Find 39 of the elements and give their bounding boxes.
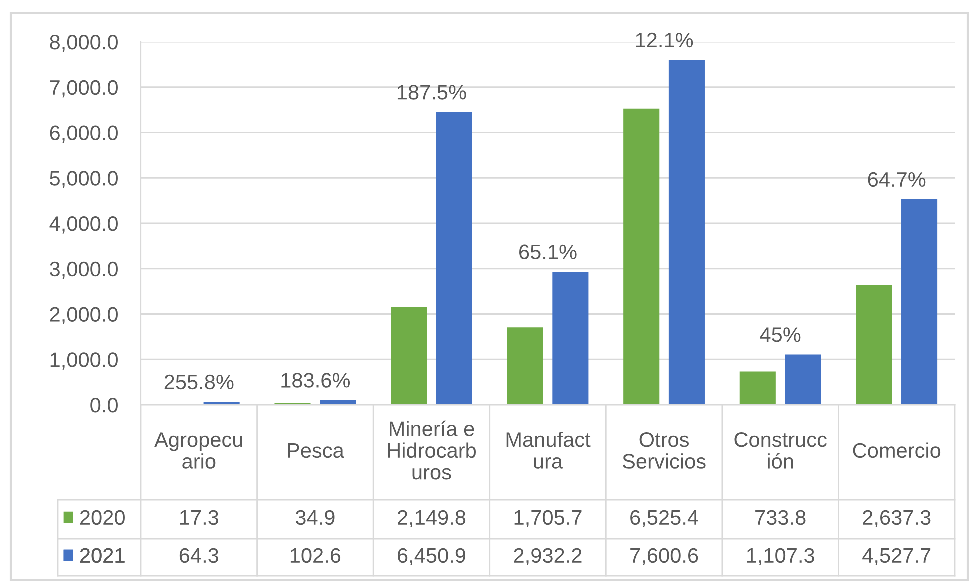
- x-tick-label: Construcc ión: [734, 432, 827, 469]
- y-tick-label: 2,000.0: [50, 307, 118, 324]
- y-tick-label: 3,000.0: [50, 262, 118, 280]
- data-label: 34.9: [296, 510, 335, 526]
- data-label: 64.3: [180, 548, 219, 564]
- data-label: 6,525.4: [630, 510, 698, 528]
- y-tick-label: 0.0: [90, 398, 118, 413]
- annotation: 64.7%: [868, 172, 926, 188]
- y-tick-label: 6,000.0: [50, 126, 118, 143]
- annotation: 45%: [760, 328, 801, 342]
- y-tick-label: 8,000.0: [50, 35, 118, 52]
- data-label: 1,705.7: [514, 510, 582, 528]
- data-label: 6,450.9: [398, 548, 466, 566]
- data-label: 2,637.3: [863, 510, 931, 528]
- legend-label: 2020: [80, 510, 125, 526]
- data-label: 4,527.7: [862, 548, 931, 566]
- annotation: 12.1%: [636, 32, 694, 48]
- x-tick-label: Agropecu ario: [154, 432, 242, 469]
- data-label: 2,149.8: [398, 510, 466, 528]
- annotation: 65.1%: [520, 244, 577, 260]
- legend-label: 2021: [80, 548, 125, 564]
- y-tick-label: 1,000.0: [50, 352, 118, 370]
- annotation: 255.8%: [164, 374, 234, 390]
- annotation: 183.6%: [282, 373, 350, 388]
- x-tick-label: Comercio: [853, 442, 941, 458]
- annotation: 187.5%: [398, 85, 466, 100]
- data-label: 2,932.2: [514, 548, 582, 566]
- data-label: 1,107.3: [747, 548, 814, 566]
- data-label: 733.8: [756, 510, 806, 526]
- y-tick-label: 4,000.0: [50, 216, 118, 234]
- y-tick-label: 5,000.0: [50, 171, 118, 188]
- data-label: 7,600.6: [630, 548, 698, 566]
- data-label: 102.6: [290, 548, 341, 564]
- data-label: 17.3: [180, 510, 219, 526]
- y-tick-label: 7,000.0: [50, 80, 118, 98]
- x-tick-label: Pesca: [288, 444, 344, 458]
- x-tick-label: Minería e Hidrocarb uros: [388, 420, 476, 480]
- x-tick-label: Otros Servicios: [622, 432, 706, 469]
- x-tick-label: Manufact ura: [506, 432, 591, 469]
